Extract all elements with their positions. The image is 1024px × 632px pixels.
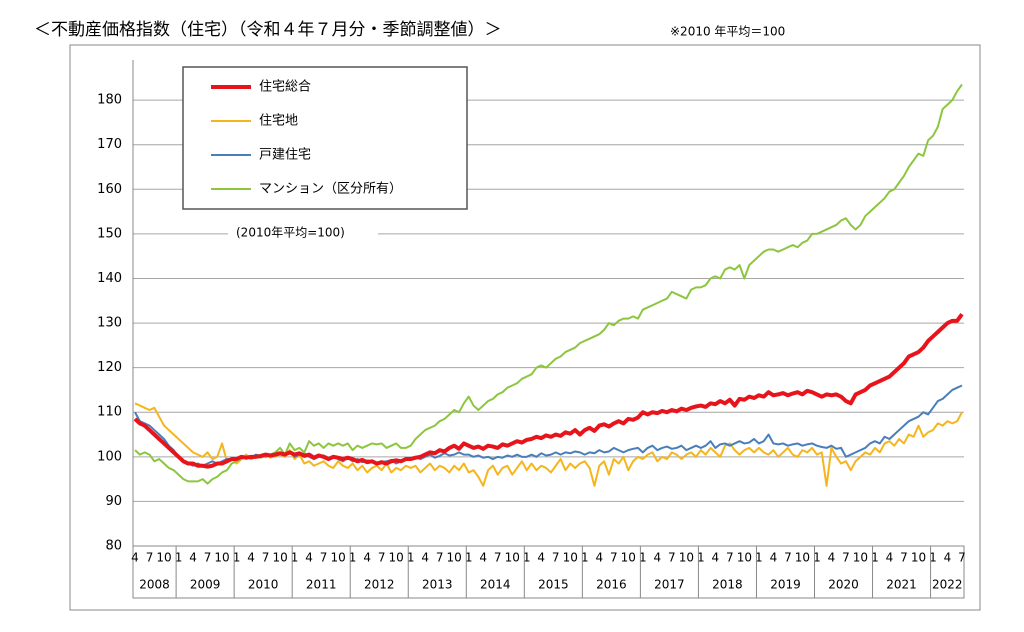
x-tick-label: 7 (842, 551, 850, 565)
x-tick-label: 1 (639, 551, 647, 565)
series-line (133, 312, 964, 469)
y-tick-label: 180 (97, 93, 122, 108)
x-tick-label: 10 (563, 551, 578, 565)
x-tick-label: 7 (958, 551, 966, 565)
x-tick-label: 4 (421, 551, 429, 565)
x-tick-label: 1 (349, 551, 357, 565)
x-tick-label: 4 (595, 551, 603, 565)
x-group-label: 2016 (596, 578, 627, 592)
annotation: (2010年平均=100) (236, 226, 345, 240)
x-tick-label: 1 (871, 551, 879, 565)
x-tick-label: 4 (770, 551, 778, 565)
y-tick-label: 100 (97, 449, 122, 464)
x-tick-label: 4 (305, 551, 313, 565)
y-tick-label: 160 (97, 182, 122, 197)
x-tick-label: 1 (291, 551, 299, 565)
y-tick-label: 140 (97, 271, 122, 286)
x-group-label: 2013 (422, 578, 453, 592)
y-tick-label: 90 (105, 494, 122, 509)
legend-label: 住宅総合 (259, 80, 311, 95)
x-tick-label: 7 (668, 551, 676, 565)
x-tick-label: 1 (697, 551, 705, 565)
x-tick-label: 1 (175, 551, 183, 565)
x-group-label: 2020 (828, 578, 859, 592)
y-tick-label: 130 (97, 316, 122, 331)
x-tick-label: 7 (494, 551, 502, 565)
x-tick-label: 10 (853, 551, 868, 565)
legend-box (182, 66, 468, 210)
y-tick-label: 110 (97, 405, 122, 420)
annotation-bg (228, 222, 378, 244)
x-tick-label: 4 (653, 551, 661, 565)
x-tick-label: 4 (247, 551, 255, 565)
x-tick-label: 1 (523, 551, 531, 565)
y-tick-label: 170 (97, 137, 122, 152)
x-tick-label: 1 (755, 551, 763, 565)
x-tick-label: 10 (737, 551, 752, 565)
x-group-label: 2022 (932, 578, 963, 592)
x-group-label: 2014 (480, 578, 511, 592)
series-line (134, 384, 963, 467)
x-group-label: 2011 (306, 578, 337, 592)
x-tick-label: 10 (156, 551, 171, 565)
x-tick-label: 1 (465, 551, 473, 565)
x-tick-label: 4 (479, 551, 487, 565)
x-tick-label: 4 (944, 551, 952, 565)
x-tick-label: 1 (407, 551, 415, 565)
x-tick-label: 1 (929, 551, 937, 565)
x-tick-label: 7 (436, 551, 444, 565)
x-group-label: 2017 (654, 578, 685, 592)
x-tick-label: 7 (378, 551, 386, 565)
x-tick-label: 10 (447, 551, 462, 565)
x-tick-label: 7 (320, 551, 328, 565)
series-line (134, 402, 963, 487)
y-tick-label: 80 (105, 539, 122, 554)
y-tick-label: 150 (97, 226, 122, 241)
x-tick-label: 7 (784, 551, 792, 565)
legend-label: 戸建住宅 (259, 148, 311, 163)
legend-label: 住宅地 (259, 114, 298, 129)
x-tick-label: 7 (726, 551, 734, 565)
x-tick-label: 7 (262, 551, 270, 565)
x-tick-label: 1 (233, 551, 241, 565)
x-group-label: 2021 (886, 578, 917, 592)
x-tick-label: 1 (581, 551, 589, 565)
x-tick-label: 10 (389, 551, 404, 565)
x-group-label: 2010 (248, 578, 279, 592)
x-tick-label: 1 (813, 551, 821, 565)
x-tick-label: 7 (146, 551, 154, 565)
x-tick-label: 4 (886, 551, 894, 565)
x-axis-box (132, 545, 965, 599)
legend-label: マンション（区分所有） (259, 182, 402, 197)
x-group-label: 2009 (190, 578, 221, 592)
x-group-label: 2015 (538, 578, 569, 592)
note: ※2010 年平均＝100 (670, 25, 785, 39)
x-group-label: 2008 (139, 578, 170, 592)
x-group-label: 2018 (712, 578, 743, 592)
y-tick-label: 120 (97, 360, 122, 375)
x-tick-label: 7 (204, 551, 212, 565)
chart-frame (69, 44, 981, 611)
x-tick-label: 10 (272, 551, 287, 565)
x-tick-label: 4 (537, 551, 545, 565)
x-tick-label: 10 (330, 551, 345, 565)
x-tick-label: 4 (189, 551, 197, 565)
x-group-label: 2019 (770, 578, 801, 592)
x-group-label: 2012 (364, 578, 395, 592)
x-tick-label: 10 (911, 551, 926, 565)
x-tick-label: 7 (552, 551, 560, 565)
x-tick-label: 4 (712, 551, 720, 565)
x-tick-label: 10 (214, 551, 229, 565)
x-tick-label: 4 (363, 551, 371, 565)
x-tick-label: 7 (900, 551, 908, 565)
x-tick-label: 10 (679, 551, 694, 565)
x-tick-label: 10 (505, 551, 520, 565)
x-tick-label: 7 (610, 551, 618, 565)
x-tick-label: 4 (828, 551, 836, 565)
x-tick-label: 4 (131, 551, 139, 565)
x-tick-label: 10 (795, 551, 810, 565)
chart-title: ＜不動産価格指数（住宅）（令和４年７月分・季節調整値）＞ (34, 20, 502, 40)
x-tick-label: 10 (621, 551, 636, 565)
